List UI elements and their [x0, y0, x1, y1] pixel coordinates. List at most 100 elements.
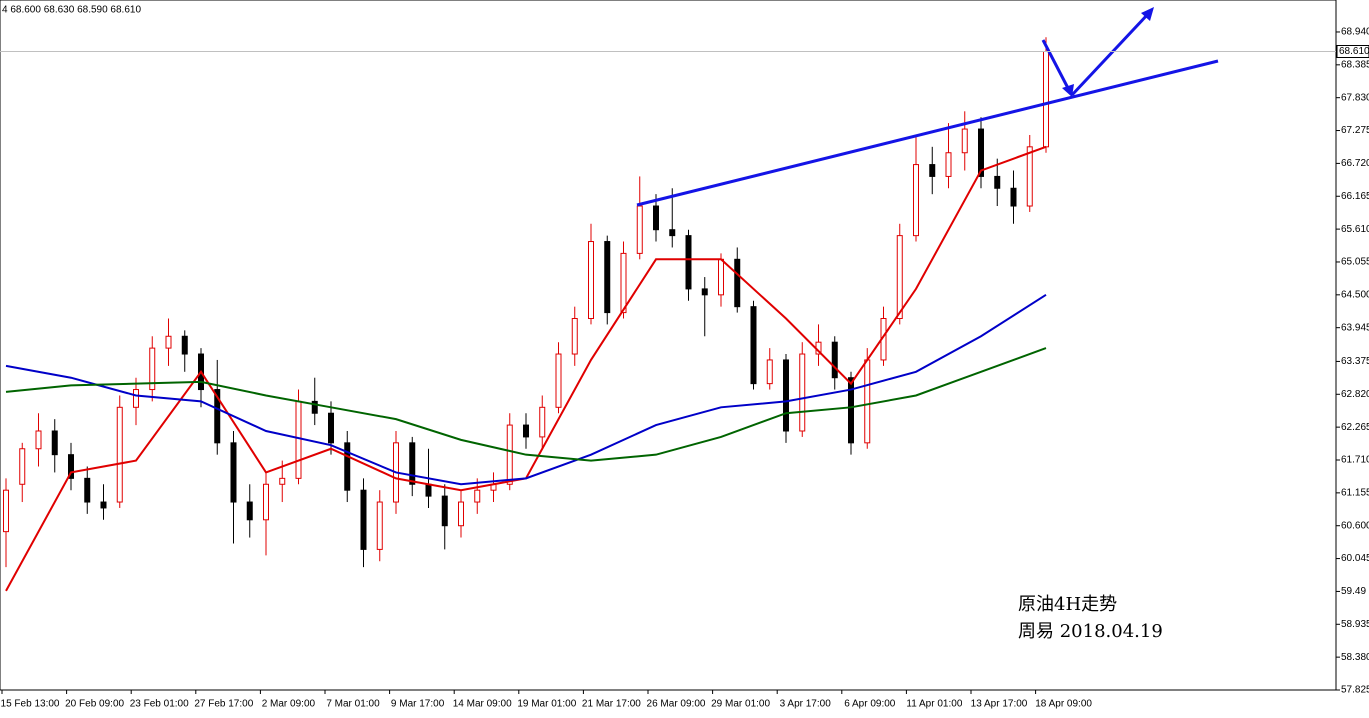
candle-body — [994, 175, 1001, 189]
moving-average — [5, 347, 1047, 462]
annotation: 原油4H走势 — [1018, 594, 1117, 615]
y-tick-label: 57.825 — [1341, 685, 1369, 696]
candle-body — [68, 454, 74, 479]
candle-body — [441, 495, 448, 527]
candle-body — [539, 406, 546, 438]
candle-body — [84, 477, 91, 503]
y-tick-label: 64.500 — [1341, 289, 1369, 300]
candle-body — [799, 353, 806, 432]
arrow — [1070, 12, 1150, 97]
plot — [3, 37, 1049, 592]
candle-body — [848, 377, 854, 444]
y-tick-label: 68.940 — [1341, 27, 1369, 38]
candle-body — [506, 424, 513, 485]
candle-body — [311, 400, 318, 414]
candle-body — [360, 489, 367, 550]
candle-body — [230, 442, 237, 503]
candle-body — [1010, 187, 1017, 207]
candle-body — [51, 430, 58, 456]
candle-body — [571, 318, 578, 355]
y-tick-label: 61.155 — [1341, 487, 1369, 498]
x-tick-label: 7 Mar 01:00 — [326, 699, 380, 710]
x-tick-label: 3 Apr 17:00 — [780, 699, 832, 710]
candle-body — [978, 128, 984, 177]
candle-body — [3, 489, 9, 533]
x-tick-label: 27 Feb 17:00 — [194, 699, 253, 710]
candle-body — [620, 252, 627, 314]
annotation: 周易 2018.04.19 — [1018, 621, 1163, 642]
plot-frame — [0, 0, 1337, 691]
candle-body — [961, 128, 968, 154]
candle-body — [929, 164, 936, 177]
candle-body — [718, 258, 724, 296]
arrow-head — [1141, 7, 1154, 21]
x-tick-label: 15 Feb 13:00 — [1, 699, 60, 710]
candle-body — [945, 152, 952, 177]
candle-body — [831, 341, 838, 379]
candle-body — [328, 412, 334, 444]
x-tick-label: 19 Mar 01:00 — [517, 699, 576, 710]
y-tick-label: 60.045 — [1341, 553, 1369, 564]
x-tick-label: 14 Mar 09:00 — [453, 699, 512, 710]
candle-body — [214, 389, 221, 444]
header: 4 68.600 68.630 68.590 68.610 — [2, 5, 141, 16]
y-tick-label: 58.935 — [1341, 619, 1369, 630]
moving-average — [5, 293, 1047, 486]
candle-body — [263, 483, 269, 521]
x-tick-label: 11 Apr 01:00 — [906, 699, 962, 710]
candle-body — [458, 501, 464, 527]
candle-body — [783, 359, 789, 432]
candle-body — [165, 335, 172, 349]
x-tick-label: 2 Mar 09:00 — [262, 699, 316, 710]
candle-body — [474, 489, 481, 503]
y-tick-label: 66.165 — [1341, 191, 1369, 202]
x-tick-label: 26 Mar 09:00 — [647, 699, 706, 710]
candle-body — [669, 229, 676, 237]
candle-body — [246, 501, 253, 521]
candle-body — [116, 406, 123, 503]
candle-body — [279, 477, 286, 485]
arrow-head — [1062, 84, 1074, 97]
candle-body — [913, 164, 919, 237]
x-tick-label: 23 Feb 01:00 — [130, 699, 189, 710]
candle-body — [1026, 146, 1033, 207]
candle-body — [588, 241, 594, 320]
x-tick-label: 29 Mar 01:00 — [711, 699, 770, 710]
candle-body — [701, 288, 708, 296]
candle-body — [766, 359, 773, 385]
candle-body — [149, 347, 156, 391]
candle-body — [133, 389, 139, 408]
arrow — [1041, 39, 1072, 93]
candle-body — [864, 359, 871, 444]
candle-body — [1043, 51, 1049, 148]
x-tick-label: 21 Mar 17:00 — [582, 699, 641, 710]
y-tick-label: 62.820 — [1341, 389, 1369, 400]
x-tick-label: 6 Apr 09:00 — [844, 699, 896, 710]
y-tick-label: 58.380 — [1341, 652, 1369, 663]
y-tick-label: 61.710 — [1341, 455, 1369, 466]
candle-body — [604, 241, 611, 314]
x-tick-label: 18 Apr 09:00 — [1035, 699, 1092, 710]
candle-body — [295, 400, 302, 479]
candle-body — [896, 235, 903, 320]
candle-body — [734, 258, 741, 308]
x-tick-label: 20 Feb 09:00 — [65, 699, 124, 710]
y-tick-label: 67.275 — [1341, 125, 1369, 136]
y-tick-label: 65.055 — [1341, 257, 1369, 268]
y-tick-label: 63.375 — [1341, 356, 1369, 367]
candle-body — [19, 448, 26, 485]
trend-line — [636, 59, 1219, 207]
candle-body — [636, 205, 643, 254]
candle-body — [425, 483, 432, 497]
y-tick-label: 60.600 — [1341, 520, 1369, 531]
y-tick-label: 65.610 — [1341, 224, 1369, 235]
x-tick-label: 9 Mar 17:00 — [391, 699, 445, 710]
y-tick-label: 62.265 — [1341, 422, 1369, 433]
y-tick-label: 67.830 — [1341, 92, 1369, 103]
candle-body — [376, 501, 383, 550]
candle-body — [750, 306, 757, 385]
candle-body — [181, 335, 188, 355]
x-tick-label: 13 Apr 17:00 — [971, 699, 1028, 710]
